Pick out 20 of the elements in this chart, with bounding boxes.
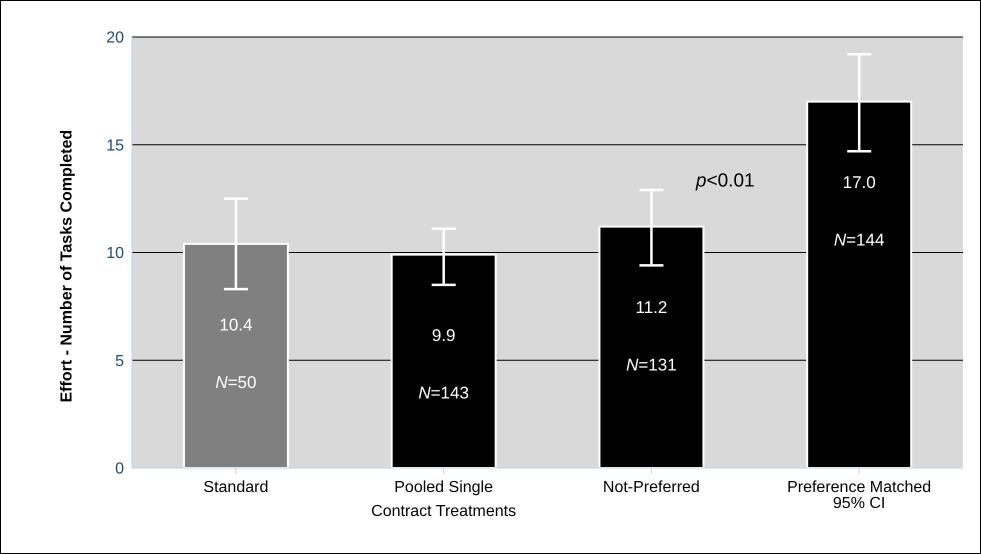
y-tick-label: 15	[106, 137, 124, 154]
x-tick-label: Standard	[203, 479, 268, 496]
annotation: N=144	[834, 231, 884, 250]
text: 95% CI	[832, 495, 886, 512]
data-label: 11.2	[636, 298, 668, 318]
x-tick-label: Preference Matched	[787, 479, 932, 496]
annotation: N=50	[215, 373, 256, 392]
data-label: 9.9	[432, 326, 456, 346]
annotation: N=131	[626, 356, 677, 376]
x-tick-label: Not-Preferred	[602, 479, 700, 496]
y-tick-label: 0	[115, 460, 124, 478]
annotation: p<0.01	[694, 170, 755, 192]
data-label: 10.4	[219, 315, 252, 334]
annotation: N=143	[418, 384, 469, 404]
data-label: 17.0	[842, 173, 876, 192]
y-axis-title: Effort - Number of Tasks Completed	[58, 130, 76, 402]
y-tick-label: 5	[115, 352, 124, 370]
y-tick-label: 10	[106, 245, 124, 262]
y-tick-label: 20	[106, 30, 124, 47]
x-tick-label: Pooled Single Contract Treatments	[371, 479, 516, 520]
